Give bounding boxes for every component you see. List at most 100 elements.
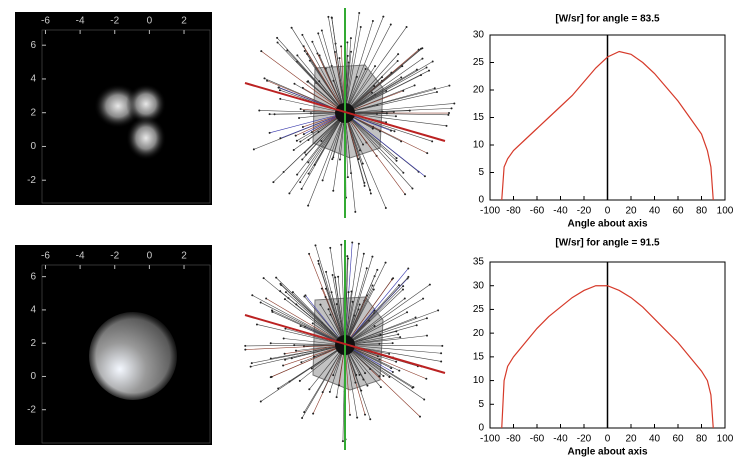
y-tick-label: 5 xyxy=(478,167,484,178)
ray-end xyxy=(296,54,299,57)
ray-end xyxy=(356,416,359,419)
ray-end xyxy=(328,390,331,393)
ray-end xyxy=(260,50,263,53)
ray-end xyxy=(362,143,365,146)
x-tick-label: -80 xyxy=(506,206,521,217)
ray-end xyxy=(317,131,320,134)
ray-end xyxy=(299,325,302,328)
y-tick-label: 2 xyxy=(30,107,36,118)
ray xyxy=(283,338,346,346)
ray-end xyxy=(303,49,306,52)
disk-edge xyxy=(87,310,179,402)
ray xyxy=(344,58,423,114)
ray-end xyxy=(300,187,303,190)
x-tick-label: -40 xyxy=(553,434,568,445)
ray-end xyxy=(300,361,303,364)
ray xyxy=(251,344,346,364)
ray-end xyxy=(347,291,350,294)
ray xyxy=(344,344,443,347)
ray-end xyxy=(395,157,398,160)
ray-end xyxy=(365,267,368,270)
ray-end xyxy=(403,297,406,300)
ray-end xyxy=(435,90,438,93)
ray-end xyxy=(395,330,398,333)
ray-end xyxy=(371,127,374,130)
ray-end xyxy=(278,89,281,92)
ray-end xyxy=(401,288,404,291)
ray xyxy=(307,112,346,206)
ray-end xyxy=(407,267,410,270)
ray-end xyxy=(332,374,335,377)
ray-end xyxy=(338,57,341,60)
x-tick-label: 0 xyxy=(147,251,153,262)
ray-end xyxy=(376,268,379,271)
ray xyxy=(344,90,404,114)
ray-end xyxy=(402,285,405,288)
x-tick-label: 80 xyxy=(696,434,708,445)
ray-end xyxy=(329,246,332,249)
x-tick-label: 0 xyxy=(605,206,611,217)
ray xyxy=(344,278,394,346)
ray-diagram-1 xyxy=(244,8,456,218)
x-tick-label: 20 xyxy=(625,206,637,217)
ray-end xyxy=(327,308,330,311)
ray-end xyxy=(284,291,287,294)
ray-end xyxy=(338,384,341,387)
ray-end xyxy=(423,398,426,401)
ray-end xyxy=(397,284,400,287)
y-tick-label: 10 xyxy=(473,375,485,386)
ray-end xyxy=(425,334,428,337)
ray-end xyxy=(305,153,308,156)
ray-end xyxy=(307,172,310,175)
ray-end xyxy=(445,124,448,127)
ray-end xyxy=(448,112,451,115)
ray-end xyxy=(286,49,289,52)
ray-end xyxy=(317,32,320,35)
ray-end xyxy=(299,140,302,143)
y-tick-label: -2 xyxy=(27,175,36,186)
ray xyxy=(334,277,346,346)
ray-end xyxy=(337,275,340,278)
ray-end xyxy=(396,59,399,62)
ray xyxy=(331,17,346,114)
ray-end xyxy=(425,66,428,69)
ray xyxy=(308,112,346,163)
y-tick-label: 25 xyxy=(473,57,485,68)
x-tick-label: -100 xyxy=(480,206,500,217)
ray xyxy=(344,12,360,114)
ray xyxy=(344,344,425,400)
ray-end xyxy=(431,60,434,63)
ray-end xyxy=(448,84,451,87)
ray-end xyxy=(413,84,416,87)
ray xyxy=(344,344,358,418)
x-tick-label: 60 xyxy=(672,434,684,445)
ray-end xyxy=(263,77,266,80)
ray xyxy=(344,317,416,346)
ray-end xyxy=(401,65,404,68)
ray xyxy=(270,342,346,346)
ray-end xyxy=(307,138,310,141)
ray-end xyxy=(277,86,280,89)
ray-end xyxy=(408,109,411,112)
ray-end xyxy=(405,25,408,28)
ray xyxy=(344,72,392,114)
ray-end xyxy=(298,116,301,119)
ray-end xyxy=(357,242,360,245)
ray-end xyxy=(291,291,294,294)
ray-end xyxy=(244,348,247,351)
ray-end xyxy=(378,342,381,345)
x-tick-label: 2 xyxy=(181,251,187,262)
ray-end xyxy=(371,19,374,22)
ray-end xyxy=(423,175,426,178)
ray-end xyxy=(349,37,352,40)
ray-end xyxy=(295,303,298,306)
x-tick-label: 0 xyxy=(605,434,611,445)
ray-end xyxy=(419,74,422,77)
ray xyxy=(344,26,407,114)
ray-end xyxy=(279,290,282,293)
y-tick-label: 30 xyxy=(473,30,485,41)
ray-end xyxy=(385,112,388,115)
ray xyxy=(245,344,346,350)
ray xyxy=(256,324,346,346)
ray-end xyxy=(414,316,417,319)
